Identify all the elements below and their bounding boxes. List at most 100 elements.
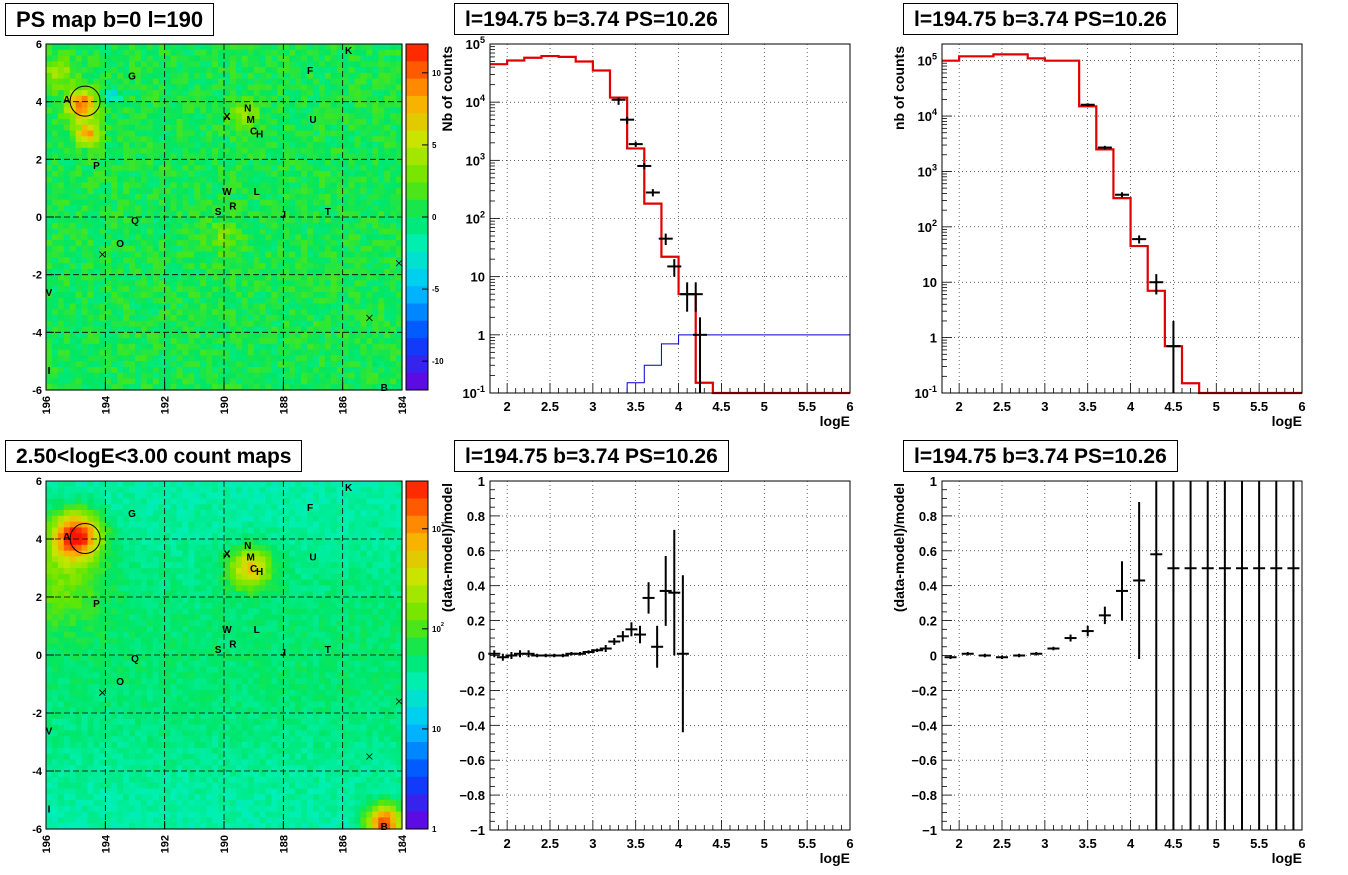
heatmap-cell [212,366,219,374]
heatmap-cell [372,211,379,218]
heatmap-cell [301,101,308,109]
heatmap-cell [194,291,201,299]
heatmap-cell [194,217,201,224]
heatmap-cell [135,193,142,201]
heatmap-cell [313,78,320,85]
heatmap-cell [81,782,89,789]
heatmap-cell [324,291,332,299]
heatmap-cell [87,309,95,316]
heatmap-cell [224,67,231,74]
heatmap-cell [51,165,59,172]
x-tick-label: 4.5 [1164,399,1182,414]
heatmap-cell [46,372,53,380]
heatmap-cell [105,666,112,673]
heatmap-cell [135,142,142,149]
heatmap-cell [164,297,172,305]
heatmap-cell [135,521,142,528]
heatmap-cell [51,556,59,563]
heatmap-cell [146,199,154,207]
heatmap-cell [99,372,106,380]
heatmap-cell [123,788,130,795]
heatmap-cell [57,527,65,534]
heatmap-cell [390,90,397,97]
heatmap-cell [301,280,308,287]
heatmap-cell [123,544,130,552]
heatmap-cell [129,724,136,731]
heatmap-cell [170,188,178,195]
heatmap-cell [135,303,142,310]
heatmap-cell [253,193,261,201]
heatmap-cell [295,297,302,305]
heatmap-cell [200,182,207,189]
heatmap-cell [170,72,178,80]
heatmap-cell [378,95,385,103]
heatmap-cell [117,544,124,552]
heatmap-cell [93,101,100,109]
heatmap-cell [164,245,172,253]
heatmap-cell [135,130,142,137]
heatmap-cell [129,84,136,91]
heatmap-cell [348,291,356,299]
heatmap-cell [99,378,106,385]
heatmap-cell [81,101,89,109]
heatmap-cell [265,263,273,270]
heatmap-cell [360,280,367,287]
heatmap-cell [158,234,166,241]
heatmap-cell [164,343,172,351]
heatmap-cell [295,245,302,253]
heatmap-cell [51,67,59,74]
heatmap-cell [224,170,231,178]
heatmap-cell [372,332,379,339]
heatmap-cell [348,240,356,247]
heatmap-cell [318,84,326,91]
heatmap-cell [366,211,373,218]
heatmap-cell [69,372,77,380]
heatmap-cell [218,291,225,299]
heatmap-cell [111,343,118,351]
heatmap-cell [277,355,284,362]
heatmap-cell [117,724,124,731]
heatmap-cell [342,124,350,132]
heatmap-cell [182,240,189,247]
heatmap-cell [330,291,338,299]
heatmap-cell [384,44,391,51]
heatmap-cell [81,124,89,132]
heatmap-cell [63,366,71,374]
heatmap-cell [295,372,302,380]
heatmap-cell [295,332,302,339]
heatmap-cell [229,182,237,189]
heatmap-cell [99,759,106,766]
heatmap-cell [135,378,142,385]
heatmap-cell [318,315,326,322]
heatmap-cell [57,90,65,97]
heatmap-cell [384,113,391,120]
heatmap-cell [224,378,231,385]
heatmap-cell [99,286,106,293]
heatmap-cell [117,78,124,85]
heatmap-cell [206,67,213,74]
heatmap-cell [105,811,112,818]
heatmap-cell [342,303,350,310]
heatmap-cell [111,805,118,813]
heatmap-cell [253,211,261,218]
heatmap-cell [324,101,332,109]
heatmap-cell [348,217,356,224]
heatmap-cell [123,492,130,499]
heatmap-cell [283,55,290,62]
heatmap-cell [277,130,284,137]
heatmap-cell [117,95,124,103]
heatmap-cell [123,320,130,328]
heatmap-cell [158,90,166,97]
heatmap-cell [129,492,136,499]
heatmap-cell [146,101,154,109]
heatmap-cell [318,326,326,333]
heatmap-cell [51,234,59,241]
heatmap-cell [348,101,356,109]
heatmap-cell [271,228,278,235]
heatmap-cell [99,44,106,51]
heatmap-cell [307,326,314,333]
heatmap-cell [46,378,53,385]
heatmap-cell [229,332,237,339]
heatmap-cell [87,153,95,160]
heatmap-cell [69,800,77,807]
